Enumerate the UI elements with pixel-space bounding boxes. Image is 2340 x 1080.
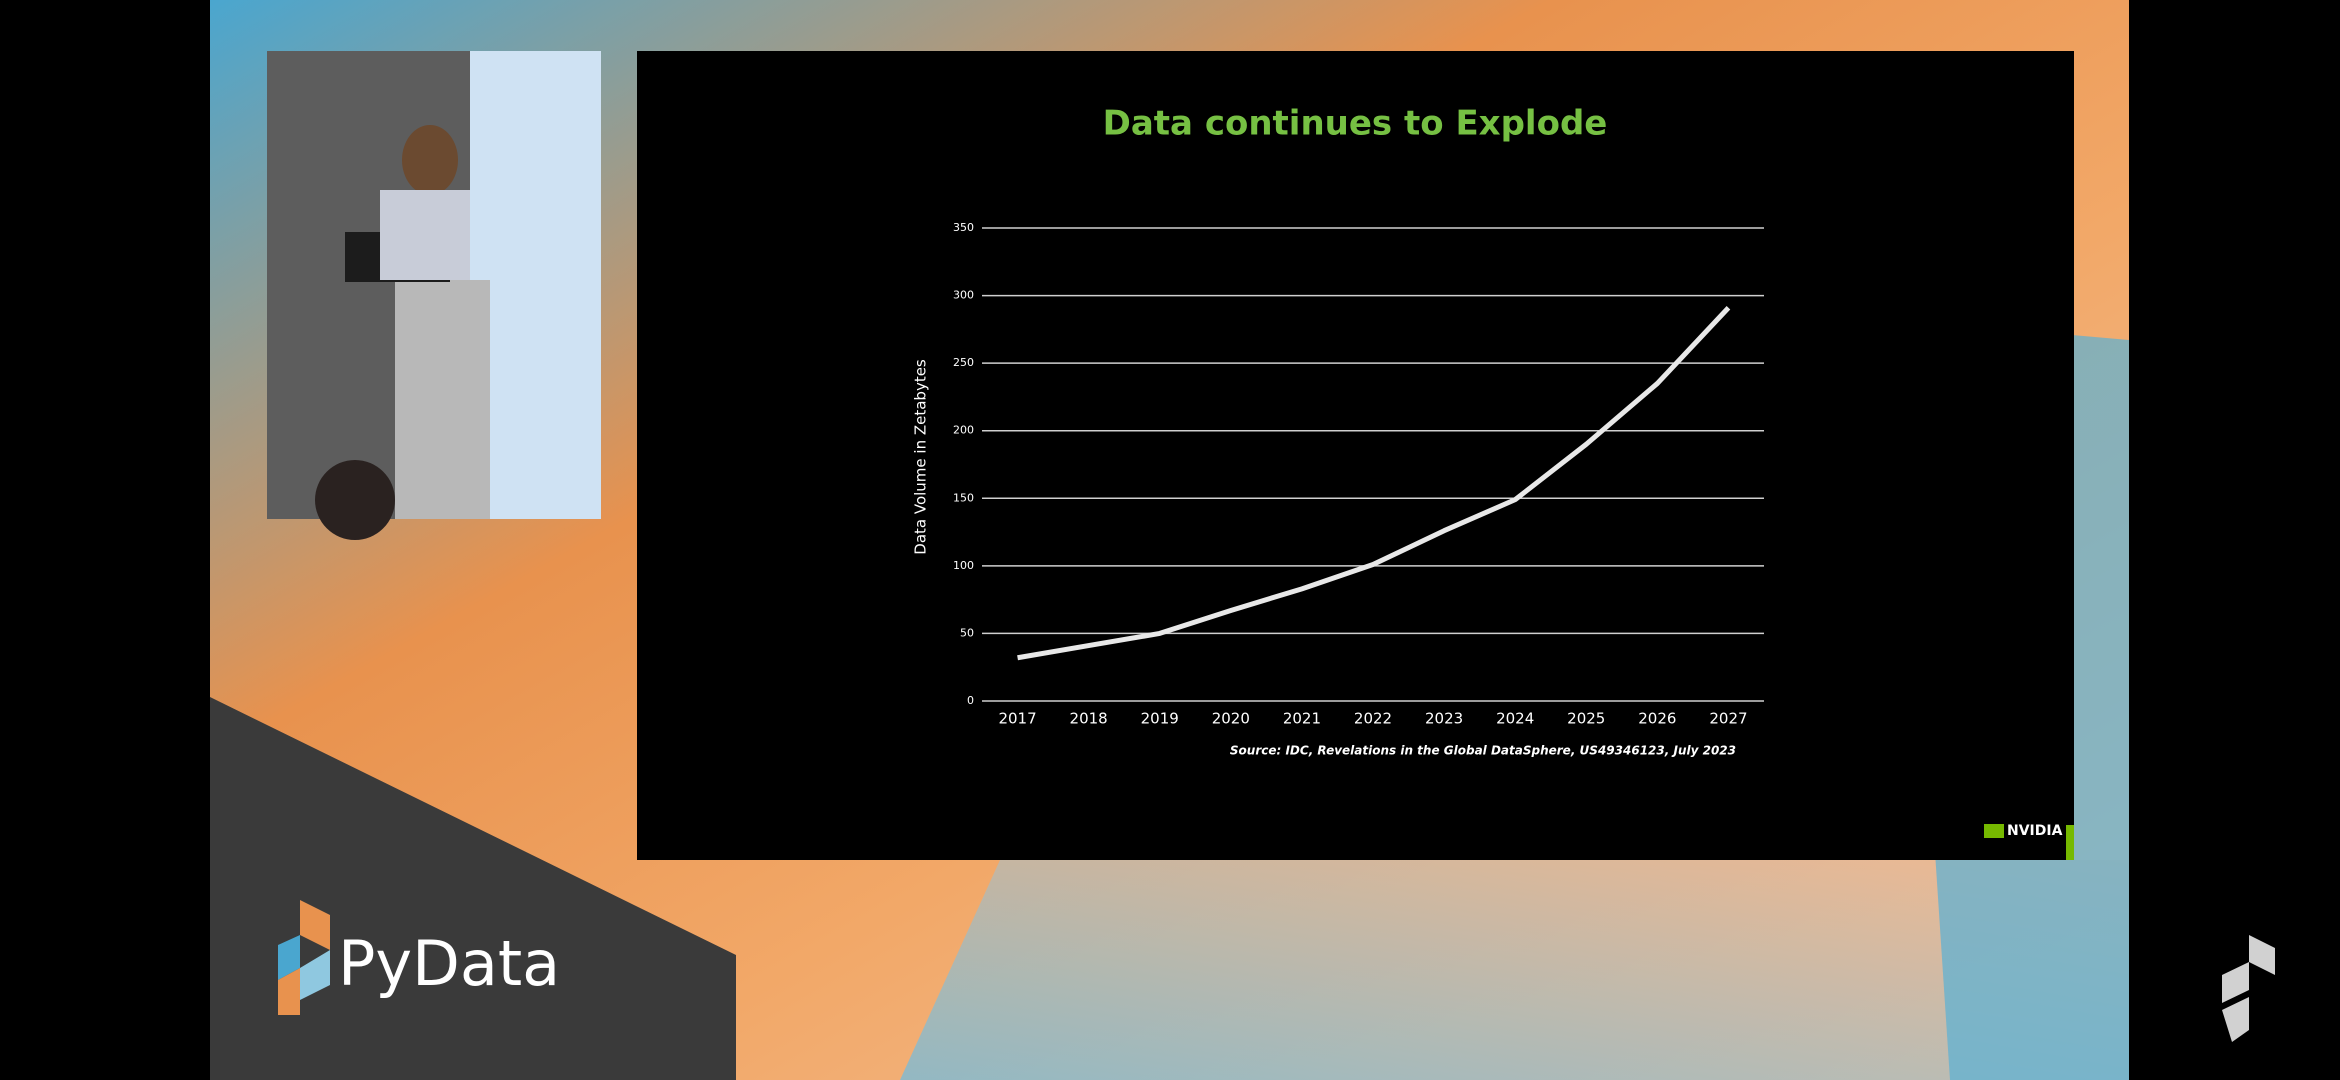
event-logo: PyData	[338, 927, 560, 1000]
y-axis-label: Data Volume in Zetabytes	[912, 359, 930, 555]
y-tick-label: 200	[953, 424, 974, 437]
slide	[637, 51, 2074, 860]
chart-title: Data continues to Explode	[1103, 104, 1608, 144]
y-tick-label: 150	[953, 491, 974, 504]
y-tick-label: 0	[967, 694, 974, 707]
y-tick-label: 300	[953, 289, 974, 302]
x-tick-label: 2022	[1354, 710, 1392, 728]
logo-panel	[210, 697, 736, 1080]
x-tick-label: 2020	[1212, 710, 1250, 728]
x-tick-label: 2025	[1567, 710, 1605, 728]
nvidia-icon	[1984, 824, 2004, 838]
y-tick-label: 350	[953, 221, 974, 234]
corner-logo	[2222, 935, 2275, 1042]
background-shape	[900, 860, 2129, 1080]
y-tick-label: 250	[953, 356, 974, 369]
camera-feed	[267, 51, 601, 540]
x-tick-label: 2019	[1141, 710, 1179, 728]
slide-accent	[2066, 825, 2074, 860]
source-note: Source: IDC, Revelations in the Global D…	[1230, 744, 1736, 758]
y-tick-label: 50	[960, 626, 974, 639]
y-tick-label: 100	[953, 559, 974, 572]
x-tick-label: 2024	[1496, 710, 1534, 728]
x-tick-label: 2026	[1638, 710, 1676, 728]
x-tick-label: 2027	[1709, 710, 1747, 728]
x-tick-label: 2023	[1425, 710, 1463, 728]
data-line	[1017, 306, 1731, 661]
x-tick-label: 2021	[1283, 710, 1321, 728]
x-tick-label: 2017	[998, 710, 1036, 728]
pydata-icon	[278, 900, 330, 1015]
slide-logo: NVIDIA	[2007, 823, 2063, 839]
x-tick-label: 2018	[1070, 710, 1108, 728]
